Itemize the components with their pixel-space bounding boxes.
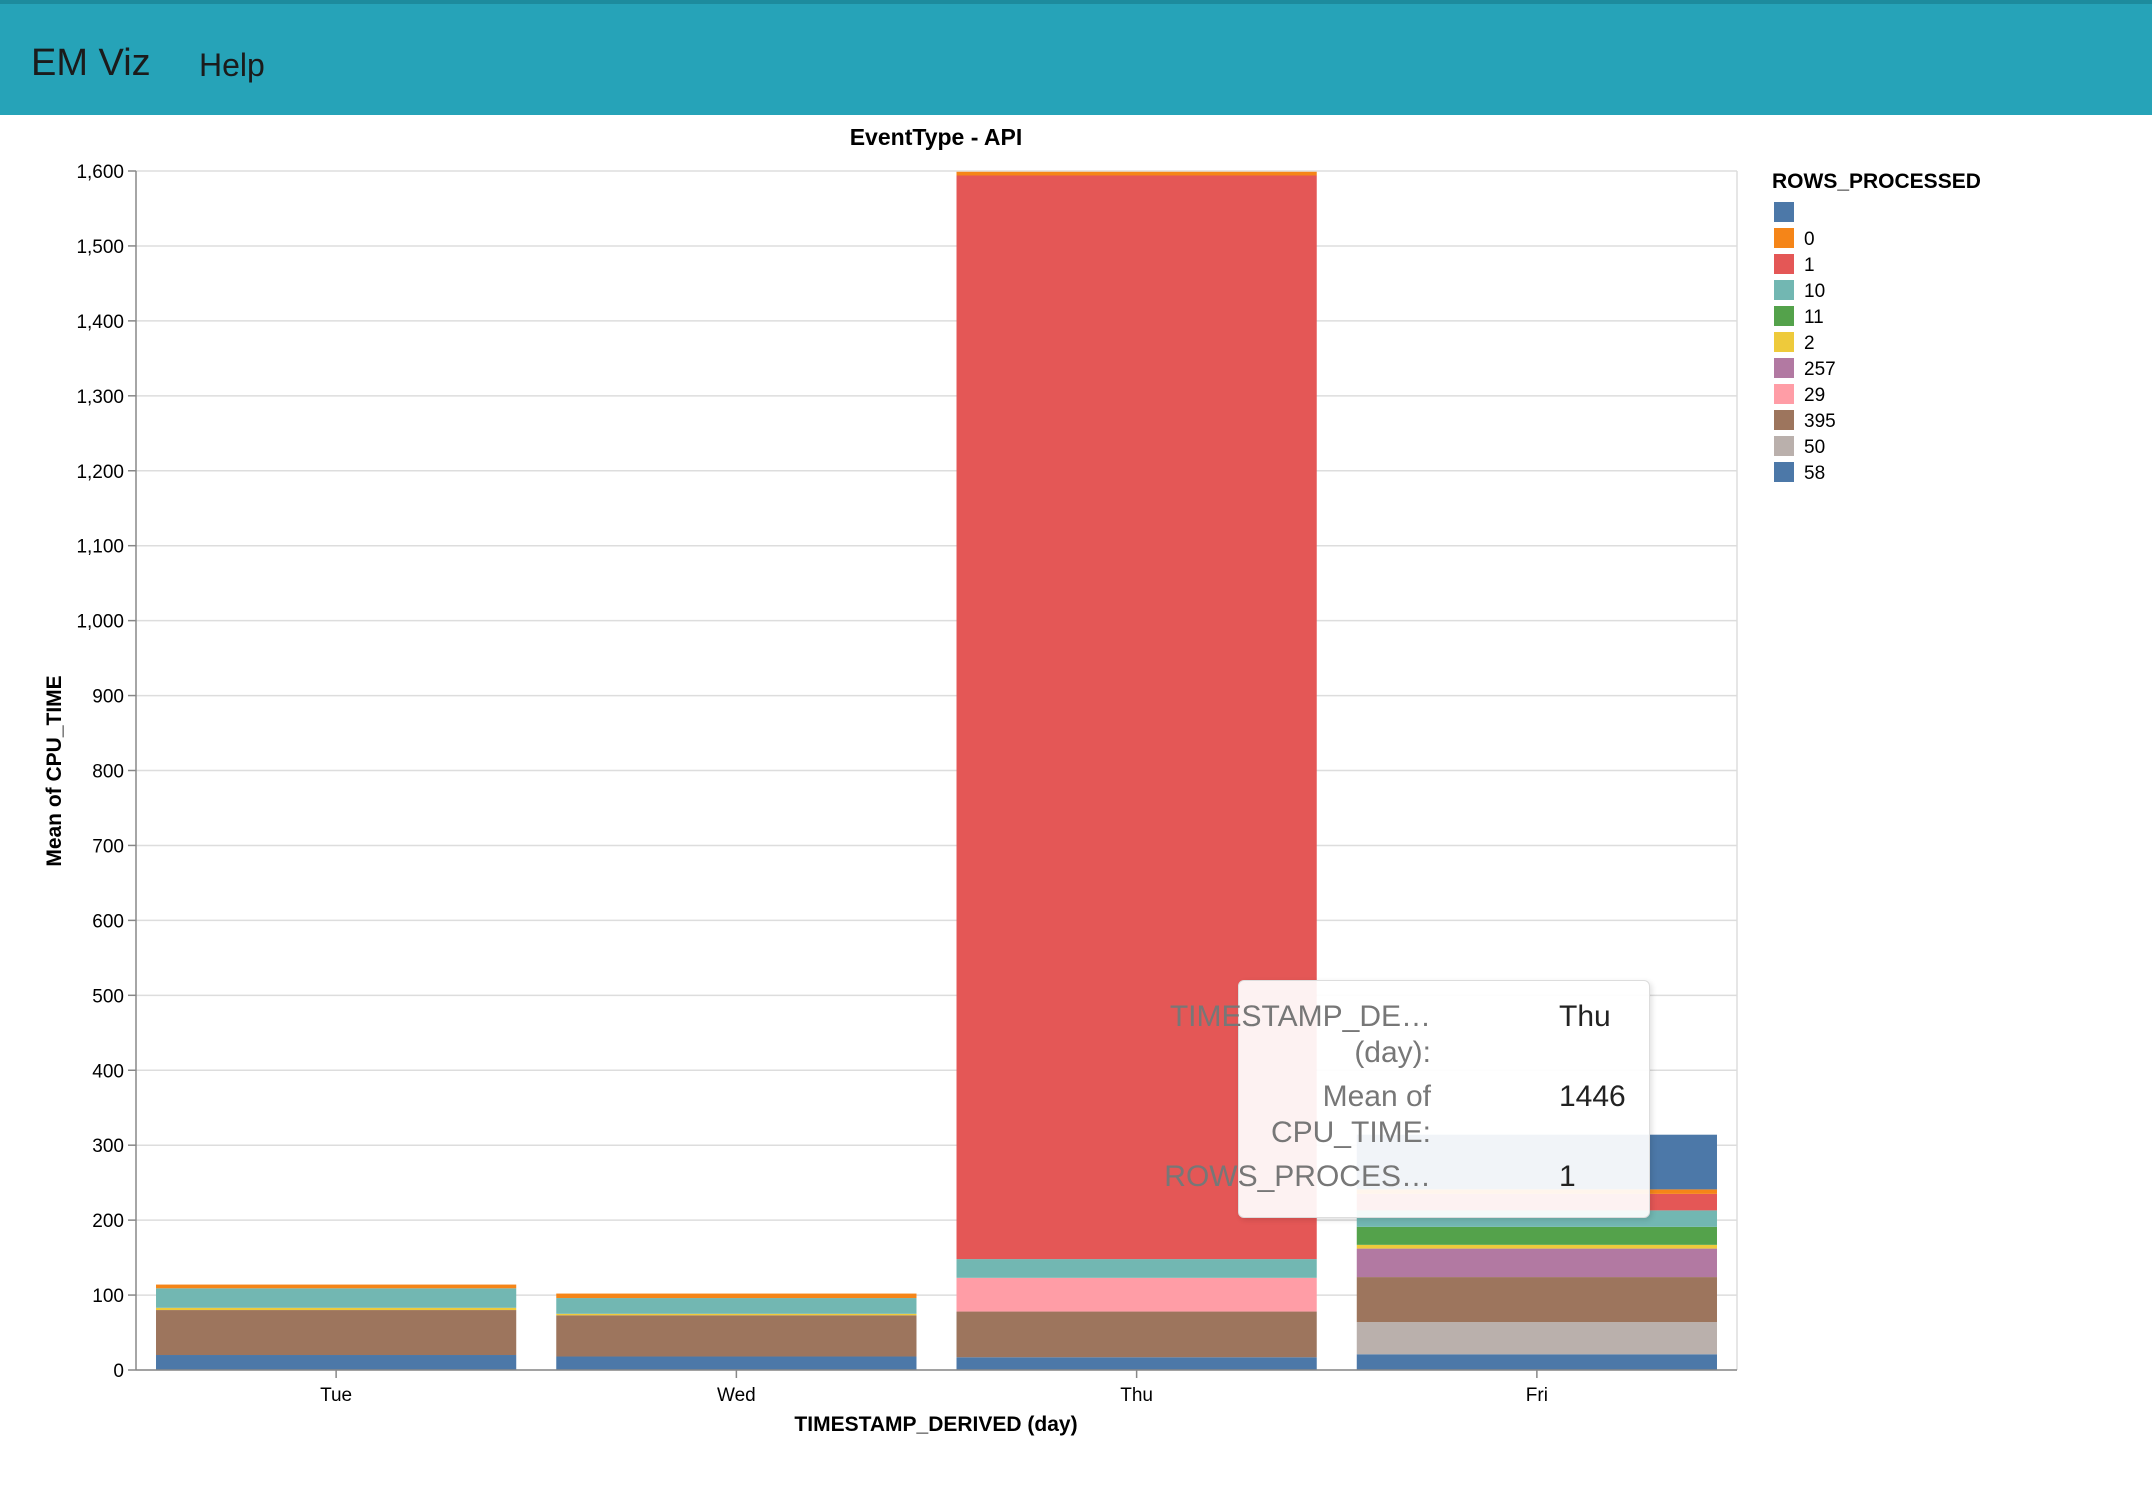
legend-swatch[interactable]	[1774, 228, 1794, 248]
legend-swatch[interactable]	[1774, 410, 1794, 430]
tooltip-key-cont: (day):	[1354, 1036, 1431, 1069]
bar-segment[interactable]	[556, 1313, 917, 1316]
y-tick-label: 600	[92, 911, 124, 932]
legend-label: 395	[1804, 411, 1836, 432]
legend-swatch[interactable]	[1774, 332, 1794, 352]
tooltip-key-cont: CPU_TIME:	[1270, 1116, 1431, 1149]
bar-segment[interactable]	[556, 1356, 917, 1370]
y-tick-label: 400	[92, 1061, 124, 1082]
bar-segment[interactable]	[1356, 1248, 1717, 1278]
x-tick-label: Tue	[320, 1385, 352, 1406]
legend-label: 1	[1804, 255, 1815, 276]
bar-segment[interactable]	[1356, 1277, 1717, 1323]
legend-label: 29	[1804, 385, 1825, 406]
x-tick-label: Wed	[717, 1385, 756, 1406]
bar-segment[interactable]	[1356, 1226, 1717, 1245]
legend-swatch[interactable]	[1774, 202, 1794, 222]
y-tick-label: 300	[92, 1136, 124, 1157]
y-tick-label: 1,200	[76, 462, 124, 483]
y-tick-label: 900	[92, 687, 124, 708]
legend-swatch[interactable]	[1774, 436, 1794, 456]
y-tick-label: 100	[92, 1286, 124, 1307]
tooltip-value: Thu	[1559, 1000, 1611, 1033]
stacked-bar-chart: 01002003004005006007008009001,0001,1001,…	[43, 124, 1981, 1436]
bar-segment[interactable]	[956, 1311, 1317, 1358]
bar-segment[interactable]	[556, 1293, 917, 1299]
y-tick-label: 1,400	[76, 312, 124, 333]
legend-label: 2	[1804, 333, 1815, 354]
y-axis-title: Mean of CPU_TIME	[43, 675, 66, 866]
legend-swatch[interactable]	[1774, 384, 1794, 404]
bar-segment[interactable]	[556, 1315, 917, 1357]
legend-swatch[interactable]	[1774, 254, 1794, 274]
legend-swatch[interactable]	[1774, 358, 1794, 378]
y-tick-label: 500	[92, 986, 124, 1007]
tooltip-key: Mean of	[1322, 1080, 1431, 1113]
top-navbar: EM Viz Help	[0, 0, 2152, 115]
tooltip-value: 1	[1559, 1160, 1576, 1193]
legend: ROWS_PROCESSED 0 1 10 11 2 257 29 395 50 58	[1772, 170, 1981, 484]
y-tick-label: 1,000	[76, 612, 124, 633]
legend-label: 58	[1804, 463, 1825, 484]
legend-label: 11	[1804, 307, 1824, 328]
legend-label: 10	[1804, 281, 1825, 302]
legend-label: 257	[1804, 359, 1836, 380]
tooltip-key: TIMESTAMP_DE…	[1169, 1000, 1431, 1033]
bar-segment[interactable]	[1356, 1244, 1717, 1249]
bar-segment[interactable]	[556, 1298, 917, 1314]
x-axis-title: TIMESTAMP_DERIVED (day)	[794, 1413, 1077, 1436]
legend-label: 0	[1804, 229, 1815, 250]
bar-segment[interactable]	[956, 171, 1317, 176]
bar-segment[interactable]	[156, 1355, 517, 1370]
y-tick-label: 800	[92, 762, 124, 783]
x-tick-label: Thu	[1120, 1385, 1153, 1406]
bar-segment[interactable]	[1356, 1354, 1717, 1370]
legend-label: 50	[1804, 437, 1825, 458]
bar-segment[interactable]	[156, 1284, 517, 1289]
tooltip-key: ROWS_PROCES…	[1164, 1160, 1431, 1193]
app-brand[interactable]: EM Viz	[31, 42, 151, 84]
bar-segment[interactable]	[956, 1259, 1317, 1278]
y-tick-label: 1,300	[76, 387, 124, 408]
legend-swatch[interactable]	[1774, 306, 1794, 326]
legend-swatch[interactable]	[1774, 462, 1794, 482]
y-tick-label: 700	[92, 836, 124, 857]
chart-title: EventType - API	[850, 124, 1023, 150]
tooltip-value: 1446	[1559, 1080, 1626, 1113]
legend-swatch[interactable]	[1774, 280, 1794, 300]
y-tick-label: 0	[113, 1361, 124, 1382]
bar-segment[interactable]	[956, 1277, 1317, 1312]
bar-segment[interactable]	[156, 1288, 517, 1308]
x-tick-label: Fri	[1526, 1385, 1548, 1406]
tooltip: TIMESTAMP_DE… (day): Thu Mean of CPU_TIM…	[1164, 980, 1650, 1218]
y-tick-label: 200	[92, 1211, 124, 1232]
bar-segment[interactable]	[956, 1357, 1317, 1370]
bar-segment[interactable]	[156, 1307, 517, 1311]
axes: 0 100 200 300 400 500 600 700 800 900 1,000 1,100 1,…	[76, 162, 1737, 1406]
gridlines	[136, 170, 1738, 1371]
help-link[interactable]: Help	[199, 47, 265, 83]
bar-segment[interactable]	[156, 1310, 517, 1356]
y-tick-label: 1,600	[76, 162, 124, 183]
bar-segment[interactable]	[1356, 1322, 1717, 1355]
y-tick-label: 1,500	[76, 237, 124, 258]
legend-title: ROWS_PROCESSED	[1772, 170, 1981, 193]
y-tick-label: 1,100	[76, 537, 124, 558]
